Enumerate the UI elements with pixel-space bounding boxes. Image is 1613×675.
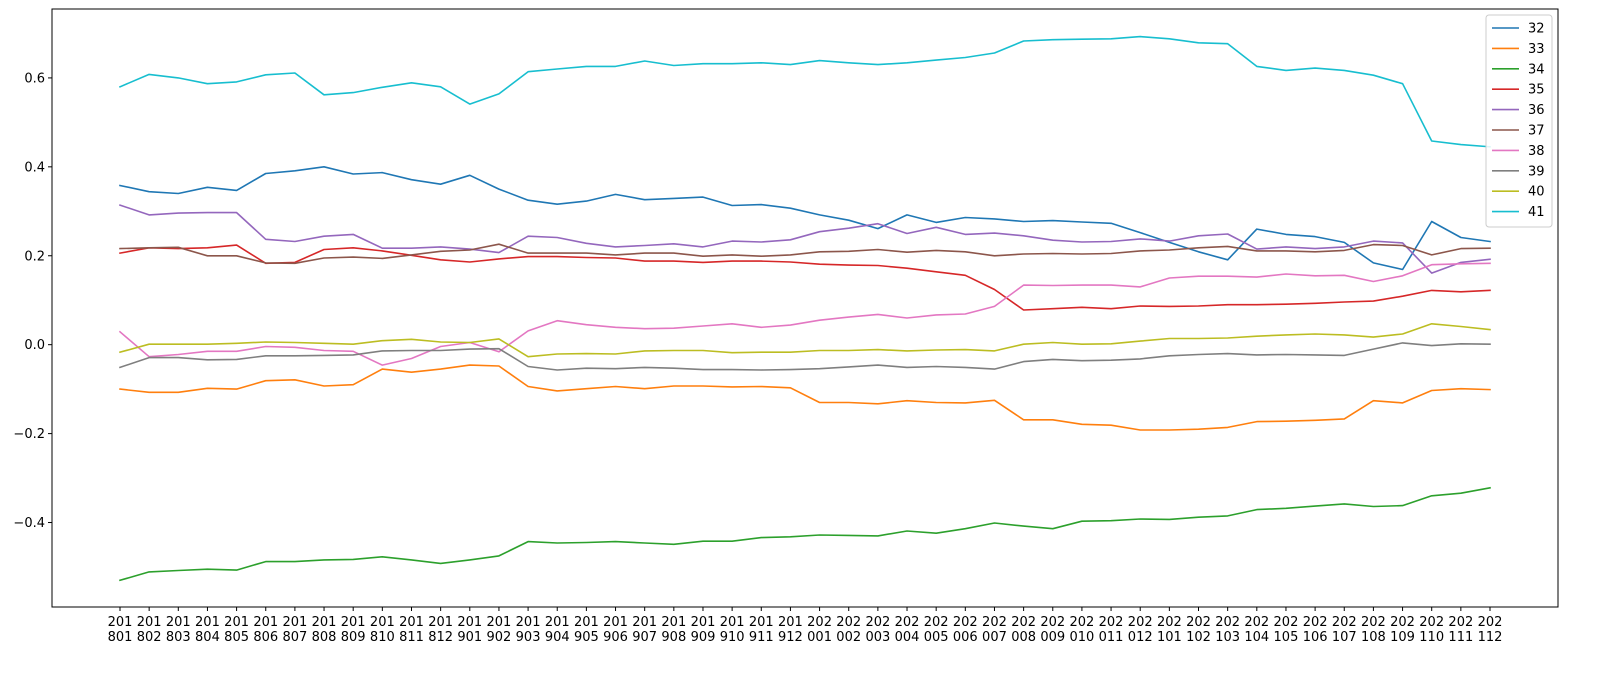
x-tick-label: 201 812 [428,615,453,645]
x-tick-label: 202 107 [1332,615,1357,645]
legend: 32 33 34 35 36 37 38 39 40 41 [1485,14,1553,228]
x-tick-label: 201 805 [224,615,249,645]
x-tick-label: 202 002 [836,615,861,645]
x-tick-label: 202 006 [953,615,978,645]
legend-label-32: 32 [1528,22,1545,37]
x-tick-label: 202 007 [982,615,1007,645]
series-layer [118,35,1491,582]
series-line-33 [119,364,1491,431]
y-tick-label: 0.0 [24,338,45,353]
x-tick-label: 201 809 [341,615,366,645]
y-axis: −0.4 −0.2 0.0 0.2 0.4 0.6 [13,71,52,531]
x-tick-label: 202 110 [1419,615,1444,645]
x-tick-label: 202 101 [1157,615,1182,645]
x-tick-label: 202 112 [1478,615,1503,645]
legend-label-35: 35 [1528,83,1545,98]
x-tick-label: 201 804 [195,615,220,645]
series-line-36 [118,204,1491,274]
series-line-34 [119,486,1491,582]
x-tick-label: 202 003 [865,615,890,645]
series-line-41 [118,35,1491,148]
series-line-35 [119,244,1491,311]
x-tick-label: 201 909 [691,615,716,645]
x-tick-label: 201 906 [603,615,628,645]
x-tick-label: 201 912 [778,615,803,645]
x-tick-label: 201 802 [137,615,162,645]
x-tick-label: 201 905 [574,615,599,645]
x-tick-label: 201 908 [661,615,686,645]
series-line-39 [118,342,1491,371]
series-line-40 [119,322,1491,358]
series-line-38 [118,262,1491,366]
x-tick-label: 202 106 [1303,615,1328,645]
x-tick-label: 201 903 [516,615,541,645]
y-tick-label: −0.2 [13,427,45,442]
y-tick-label: −0.4 [13,516,45,531]
x-tick-label: 202 103 [1215,615,1240,645]
x-tick-label: 202 005 [924,615,949,645]
x-tick-label: 201 806 [253,615,278,645]
series-line-37 [119,243,1491,265]
y-tick-label: 0.2 [24,249,45,264]
legend-label-34: 34 [1528,62,1545,77]
legend-label-38: 38 [1528,144,1545,159]
x-tick-label: 201 911 [749,615,774,645]
legend-label-36: 36 [1528,103,1545,118]
x-tick-label: 201 907 [632,615,657,645]
legend-label-40: 40 [1528,185,1545,200]
x-tick-label: 201 807 [282,615,307,645]
x-tick-label: 202 010 [1070,615,1095,645]
legend-label-37: 37 [1528,124,1545,139]
x-tick-label: 201 902 [487,615,512,645]
x-tick-label: 202 008 [1011,615,1036,645]
x-tick-label: 202 104 [1244,615,1269,645]
x-tick-label: 202 102 [1186,615,1211,645]
legend-label-33: 33 [1528,42,1545,57]
x-tick-label: 202 109 [1390,615,1415,645]
x-tick-label: 202 108 [1361,615,1386,645]
x-tick-label: 202 012 [1128,615,1153,645]
x-tick-label: 201 910 [720,615,745,645]
plot-area-frame [51,8,1559,608]
x-tick-label: 202 004 [895,615,920,645]
x-tick-label: 201 808 [312,615,337,645]
x-tick-label: 202 011 [1099,615,1124,645]
x-tick-label: 201 803 [166,615,191,645]
x-tick-label: 202 009 [1040,615,1065,645]
x-tick-label: 202 111 [1448,615,1473,645]
y-tick-label: 0.6 [24,71,45,86]
x-tick-label: 201 810 [370,615,395,645]
x-tick-label: 201 901 [457,615,482,645]
x-tick-label: 201 801 [108,615,133,645]
x-tick-label: 202 001 [807,615,832,645]
y-tick-label: 0.4 [24,160,45,175]
x-tick-label: 201 811 [399,615,424,645]
series-line-32 [119,166,1491,271]
legend-label-41: 41 [1528,205,1545,220]
legend-label-39: 39 [1528,164,1545,179]
x-tick-label: 202 105 [1274,615,1299,645]
x-tick-label: 201 904 [545,615,570,645]
